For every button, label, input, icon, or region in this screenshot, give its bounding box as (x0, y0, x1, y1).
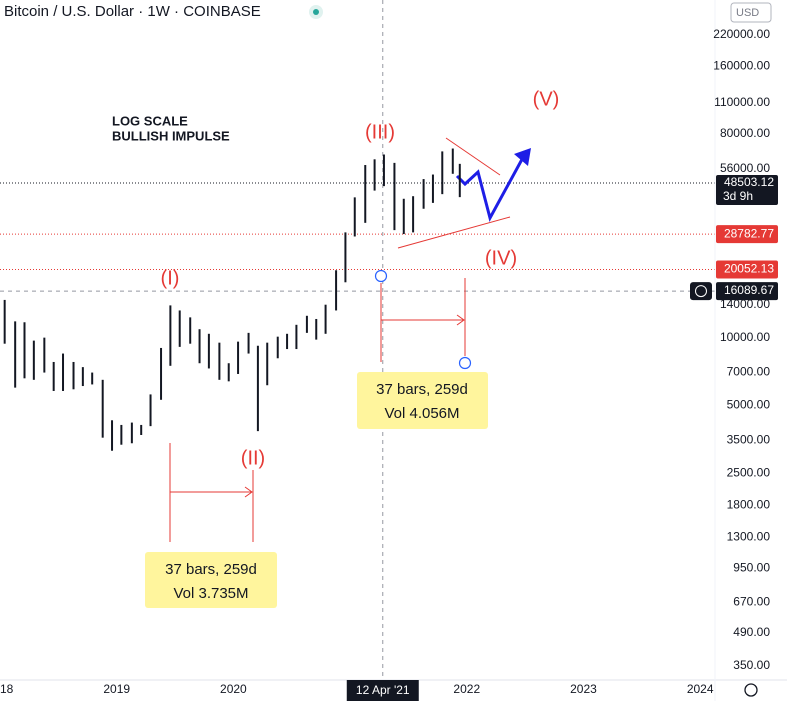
measure-box (357, 372, 488, 429)
crosshair-x-label: 12 Apr '21 (356, 683, 410, 697)
annotation-text: LOG SCALE (112, 113, 188, 128)
y-tick-label: 14000.00 (720, 297, 770, 311)
y-tick-label: 56000.00 (720, 161, 770, 175)
price-tag-label: 28782.77 (724, 226, 774, 240)
measure-text: 37 bars, 259d (165, 561, 257, 578)
settings-icon[interactable] (744, 683, 758, 697)
projection-arrow (514, 148, 531, 166)
y-tick-label: 7000.00 (727, 365, 771, 379)
currency-button[interactable] (730, 2, 772, 23)
wave-label: (V) (533, 88, 560, 110)
y-tick-label: 2500.00 (727, 466, 771, 480)
x-tick-label: 2019 (103, 682, 130, 696)
price-tag-label: 16089.67 (724, 283, 774, 297)
y-tick-label: 220000.00 (713, 27, 770, 41)
measure-1 (169, 137, 511, 542)
y-tick-label: 110000.00 (714, 95, 770, 109)
measure-point (374, 269, 388, 283)
x-tick-label: 2024 (687, 682, 714, 696)
x-tick-label: 18 (0, 682, 14, 696)
price-tag (716, 225, 778, 244)
projection-path (455, 151, 528, 223)
measure-point (458, 356, 472, 370)
y-tick-label: 160000.00 (713, 58, 770, 72)
x-tick-label: 2022 (453, 682, 480, 696)
wave-label: (IV) (485, 247, 517, 269)
wave-label: (I) (161, 267, 180, 289)
price-tag-note: 3d 9h (723, 189, 753, 203)
price-tag (716, 260, 778, 279)
plus-icon (695, 285, 707, 298)
currency-label[interactable]: USD (736, 7, 759, 19)
measure-text: 37 bars, 259d (376, 381, 468, 398)
plus-button[interactable] (690, 282, 712, 301)
chart-title: Bitcoin / U.S. Dollar · 1W · COINBASE (4, 3, 261, 20)
x-tick-label: 2020 (220, 682, 247, 696)
price-tag (716, 282, 778, 301)
y-tick-label: 10000.00 (720, 330, 770, 344)
y-tick-label: 950.00 (733, 560, 770, 574)
annotation-text: BULLISH IMPULSE (112, 128, 230, 143)
price-tag-label: 20052.13 (724, 262, 774, 276)
y-tick-label: 5000.00 (727, 398, 771, 412)
measure-text: Vol 3.735M (173, 585, 248, 602)
status-dot-inner (313, 9, 319, 15)
y-tick-label: 3500.00 (727, 433, 771, 447)
y-tick-label: 350.00 (733, 658, 770, 672)
price-tag (716, 175, 778, 206)
y-tick-label: 80000.00 (720, 126, 770, 140)
y-tick-label: 670.00 (733, 594, 770, 608)
y-tick-label: 490.00 (733, 625, 770, 639)
wave-label: (III) (365, 121, 395, 143)
y-tick-label: 1800.00 (727, 498, 771, 512)
wave-label: (II) (241, 447, 265, 469)
price-tag-label: 48503.12 (724, 175, 774, 189)
measure-box (145, 552, 277, 608)
x-tick-label: 2023 (570, 682, 597, 696)
crosshair-x-label-bg (346, 680, 419, 701)
measure-text: Vol 4.056M (384, 405, 459, 422)
y-tick-label: 1300.00 (727, 530, 771, 544)
